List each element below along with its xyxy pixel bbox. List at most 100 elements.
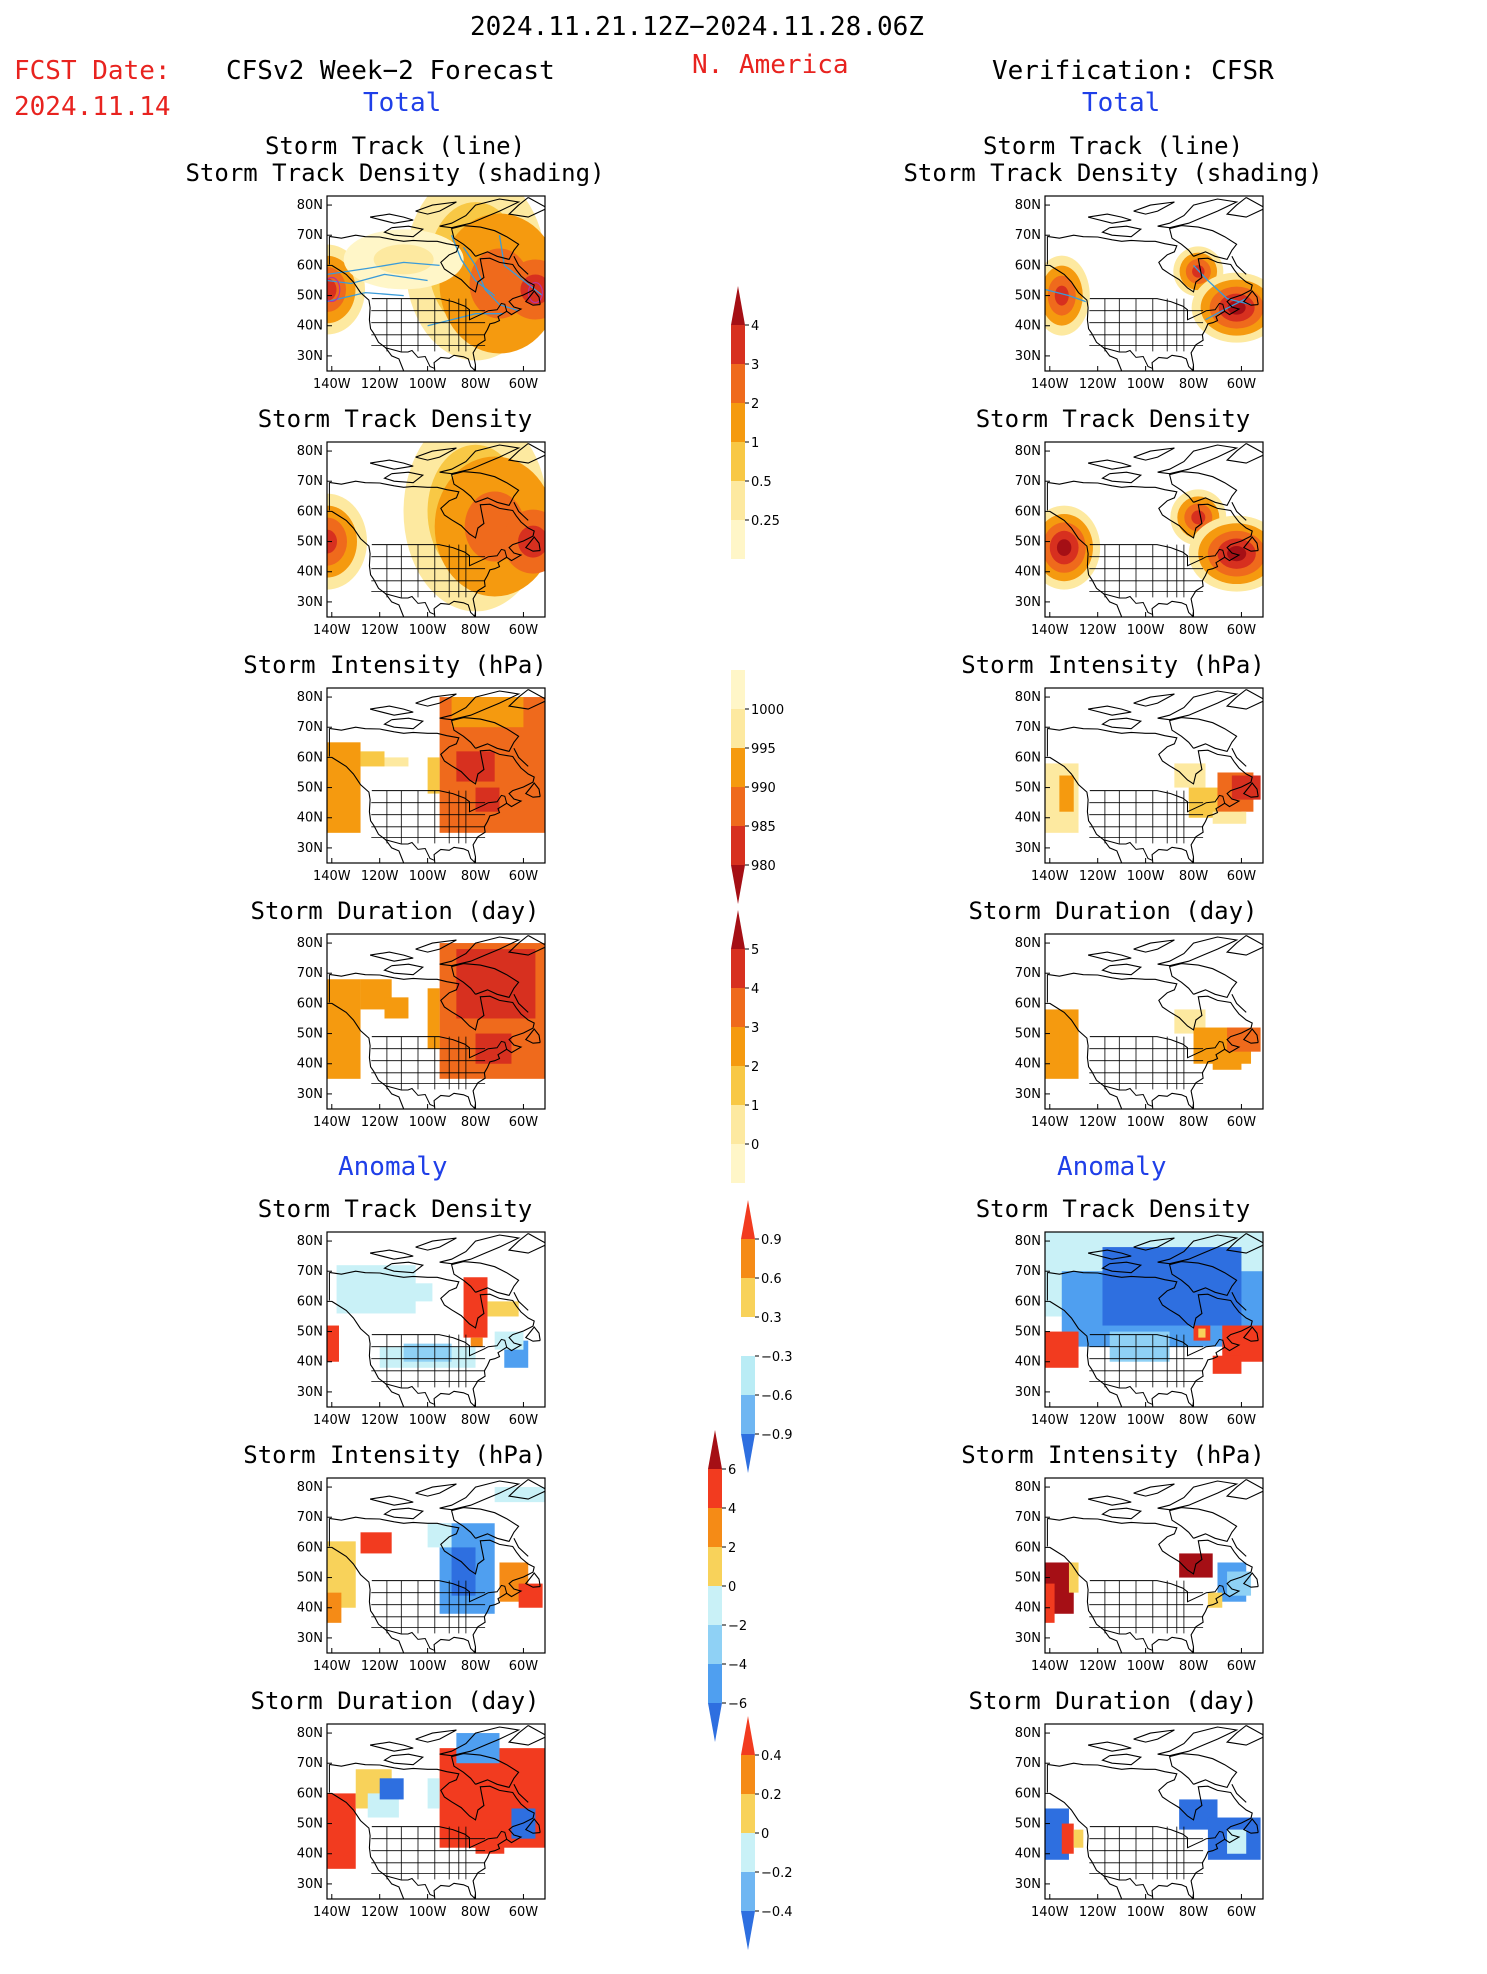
lon-tick-label: 140W [1031, 869, 1069, 884]
lat-tick-label: 80N [297, 690, 323, 705]
lat-tick-label: 30N [1015, 841, 1041, 856]
lon-tick-label: 60W [1227, 1413, 1257, 1428]
shading-field [327, 943, 545, 1079]
map-fcst-anom-duration: 80N 70N 60N 50N 40N 30N 140W 120W 100W 80W 60W [284, 1723, 562, 1933]
total-left-label: Total [363, 88, 442, 118]
coastlines [1046, 1233, 1263, 1407]
lat-tick-label: 80N [1015, 690, 1041, 705]
lat-tick-label: 40N [297, 565, 323, 580]
coastlines [328, 1233, 545, 1407]
lon-tick-label: 140W [313, 1905, 351, 1920]
map-verif-duration: 80N 70N 60N 50N 40N 30N 140W 120W 100W 80W 60W [1002, 933, 1280, 1143]
lon-tick-label: 100W [1127, 1115, 1165, 1130]
left-track-line-title: Storm Track (line) [264, 132, 526, 160]
lon-tick-label: 100W [1127, 623, 1165, 638]
lon-tick-label: 100W [1127, 1413, 1165, 1428]
colorbar-label: 1 [751, 1099, 759, 1114]
colorbar-label: 4 [751, 982, 759, 997]
lon-tick-label: 140W [1031, 1413, 1069, 1428]
right-anom-density-title: Storm Track Density [975, 1195, 1251, 1223]
colorbar-label: 990 [751, 781, 776, 796]
coastlines [1046, 197, 1263, 371]
lon-tick-label: 60W [509, 377, 539, 392]
lat-tick-label: 60N [297, 504, 323, 519]
colorbar-duration-total: 5 4 3 2 1 0 [723, 890, 803, 1207]
colorbar-density-anom: 0.9 0.6 0.3 −0.3 −0.6 −0.9 [733, 1180, 813, 1497]
lat-tick-label: 40N [297, 1601, 323, 1616]
colorbar-duration-anom: 0.4 0.2 0 −0.2 −0.4 [733, 1696, 813, 1974]
coastlines [328, 1725, 545, 1899]
shading-field [1045, 1009, 1261, 1079]
left-anom-duration-title: Storm Duration (day) [250, 1687, 540, 1715]
colorbar-label: 0.9 [761, 1233, 782, 1248]
right-anom-duration-title: Storm Duration (day) [968, 1687, 1258, 1715]
colorbar-label: 0.6 [761, 1272, 782, 1287]
lon-tick-label: 120W [1079, 869, 1117, 884]
lon-tick-label: 80W [461, 1659, 491, 1674]
colorbar-label: 0.4 [761, 1749, 782, 1764]
lon-tick-label: 100W [1127, 869, 1165, 884]
lat-tick-label: 70N [297, 1510, 323, 1525]
shading-field [1045, 489, 1263, 592]
lat-tick-label: 80N [1015, 1234, 1041, 1249]
lat-tick-label: 40N [1015, 811, 1041, 826]
lon-tick-label: 140W [313, 623, 351, 638]
lon-tick-label: 60W [1227, 1905, 1257, 1920]
lon-tick-label: 120W [361, 869, 399, 884]
colorbar-label: 5 [751, 943, 759, 958]
shading-field [327, 1265, 529, 1368]
map-fcst-duration: 80N 70N 60N 50N 40N 30N 140W 120W 100W 80W 60W [284, 933, 562, 1143]
lon-tick-label: 60W [1227, 623, 1257, 638]
coastlines [1046, 935, 1263, 1109]
lon-tick-label: 80W [1179, 623, 1209, 638]
lon-tick-label: 120W [1079, 623, 1117, 638]
lat-tick-label: 30N [1015, 1877, 1041, 1892]
lat-tick-label: 80N [1015, 444, 1041, 459]
shading-field [1045, 1553, 1252, 1623]
colorbar-label: 0.25 [751, 514, 780, 529]
colorbar-svg: 5 4 3 2 1 0 [731, 910, 759, 1183]
lon-tick-label: 100W [409, 1905, 447, 1920]
lat-tick-label: 30N [1015, 349, 1041, 364]
lat-tick-label: 30N [297, 841, 323, 856]
lon-tick-label: 80W [1179, 1413, 1209, 1428]
shading-field [1045, 1232, 1263, 1374]
lon-tick-label: 100W [409, 869, 447, 884]
lat-tick-label: 40N [1015, 319, 1041, 334]
lon-tick-label: 120W [361, 377, 399, 392]
map-fcst-track: 80N 70N 60N 50N 40N 30N 140W 120W 100W 80W 60W [284, 195, 562, 405]
lat-tick-label: 70N [297, 228, 323, 243]
lon-tick-label: 120W [361, 623, 399, 638]
map-verif-density: 80N 70N 60N 50N 40N 30N 140W 120W 100W 80W 60W [1002, 441, 1280, 651]
coastlines [1046, 1479, 1263, 1653]
colorbar-label: 0.2 [761, 1788, 782, 1803]
lat-tick-label: 60N [1015, 1294, 1041, 1309]
lat-tick-label: 50N [297, 1027, 323, 1042]
lon-tick-label: 100W [1127, 1905, 1165, 1920]
lat-tick-label: 60N [297, 996, 323, 1011]
colorbar-label: −0.3 [761, 1350, 793, 1365]
lon-tick-label: 100W [1127, 1659, 1165, 1674]
lat-tick-label: 60N [297, 1786, 323, 1801]
lon-tick-label: 80W [461, 869, 491, 884]
lon-tick-label: 80W [461, 623, 491, 638]
lon-tick-label: 140W [313, 1659, 351, 1674]
lon-tick-label: 60W [509, 1659, 539, 1674]
lon-tick-label: 120W [1079, 1905, 1117, 1920]
left-anom-density-title: Storm Track Density [257, 1195, 533, 1223]
lat-tick-label: 60N [297, 750, 323, 765]
lat-tick-label: 50N [297, 781, 323, 796]
lat-tick-label: 50N [1015, 1571, 1041, 1586]
lat-tick-label: 70N [297, 1264, 323, 1279]
lat-tick-label: 30N [297, 595, 323, 610]
map-svg: 80N 70N 60N 50N 40N 30N 140W 120W 100W 80W 60W [1015, 1231, 1264, 1428]
map-fcst-density: 80N 70N 60N 50N 40N 30N 140W 120W 100W 80W 60W [284, 441, 562, 651]
lat-tick-label: 50N [1015, 1325, 1041, 1340]
colorbar-label: 6 [728, 1463, 736, 1478]
lat-tick-label: 50N [1015, 289, 1041, 304]
shading-field [1045, 246, 1263, 343]
lat-tick-label: 40N [1015, 1601, 1041, 1616]
lon-tick-label: 140W [313, 1115, 351, 1130]
map-svg: 80N 70N 60N 50N 40N 30N 140W 120W 100W 80W 60W [1015, 687, 1264, 884]
colorbar-label: −4 [728, 1658, 747, 1673]
